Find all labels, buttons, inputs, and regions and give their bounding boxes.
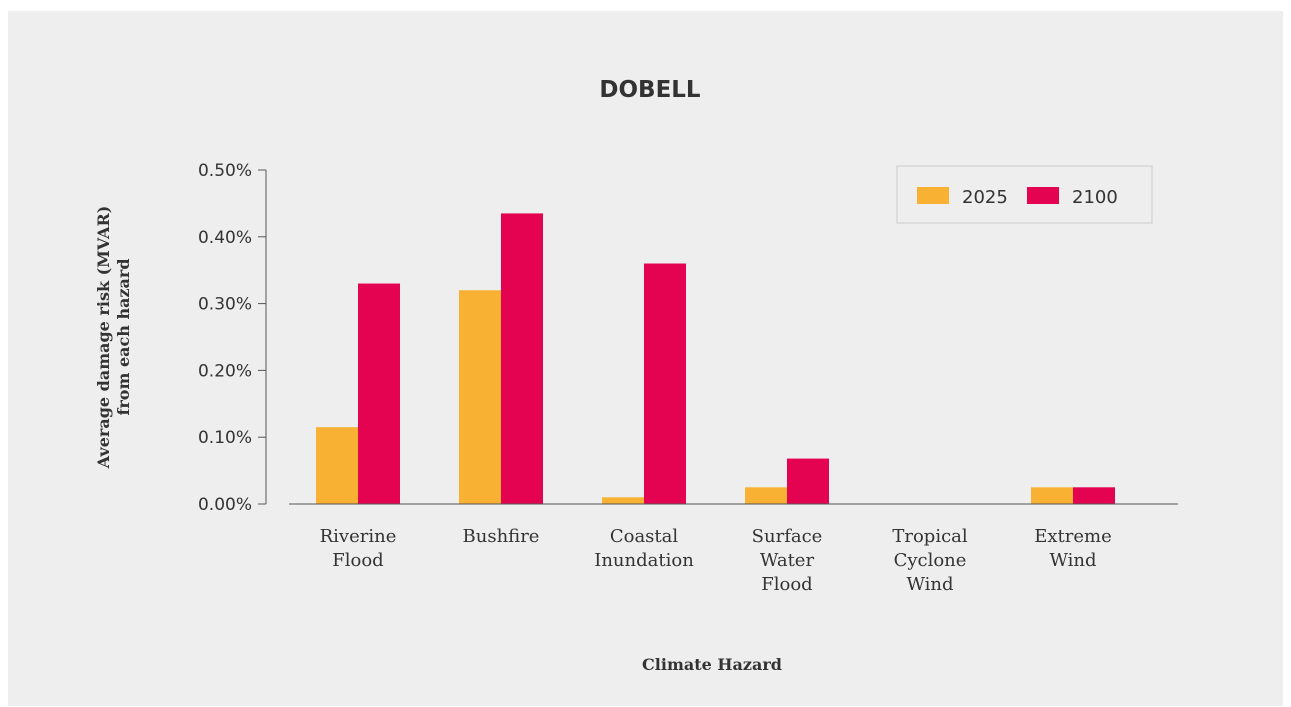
x-tick-label: Riverine Flood xyxy=(320,526,397,571)
x-tick-label: Tropical Cyclone Wind xyxy=(892,526,968,595)
bar-2100-0 xyxy=(358,283,400,504)
bar-2025-3 xyxy=(745,487,787,504)
x-tick-label: Coastal Inundation xyxy=(594,526,694,571)
y-axis-title-line: from each hazard xyxy=(114,258,133,415)
bar-2025-0 xyxy=(316,427,358,504)
y-tick-label: 0.50% xyxy=(198,161,252,181)
bar-2100-5 xyxy=(1073,487,1115,504)
chart-title: DOBELL xyxy=(599,77,701,103)
y-axis-title-line: Average damage risk (MVAR) xyxy=(94,206,113,470)
legend-label-2100: 2100 xyxy=(1072,187,1118,208)
x-axis-title: Climate Hazard xyxy=(642,655,782,674)
bar-chart: DOBELL Average damage risk (MVAR) from ea… xyxy=(94,77,1178,674)
y-tick-label: 0.30% xyxy=(198,295,252,315)
x-tick-label: Surface Water Flood xyxy=(752,526,823,595)
legend-swatch-2025 xyxy=(917,187,949,204)
y-tick-label: 0.00% xyxy=(198,495,252,515)
legend-swatch-2100 xyxy=(1027,187,1059,204)
x-tick-label: Extreme Wind xyxy=(1034,526,1112,571)
legend-label-2025: 2025 xyxy=(962,187,1008,208)
bar-2025-1 xyxy=(459,290,501,504)
bar-2100-3 xyxy=(787,458,829,504)
y-axis: 0.00% 0.10% 0.20% 0.30% 0.40% 0.50% xyxy=(198,161,266,515)
legend: 2025 2100 xyxy=(896,165,1153,224)
bars xyxy=(316,213,1115,505)
y-tick-label: 0.40% xyxy=(198,228,252,248)
y-tick-label: 0.20% xyxy=(198,361,252,381)
chart-panel: DOBELL Average damage risk (MVAR) from ea… xyxy=(8,11,1283,706)
bar-2025-5 xyxy=(1031,487,1073,504)
y-axis-title: Average damage risk (MVAR) from each haza… xyxy=(94,206,133,470)
bar-2025-2 xyxy=(602,497,644,504)
bar-2100-1 xyxy=(501,213,543,505)
bar-2100-2 xyxy=(644,263,686,504)
x-tick-label: Bushfire xyxy=(463,526,540,547)
x-axis-labels: Riverine Flood Bushfire Coastal Inundation Su… xyxy=(320,526,1112,595)
y-tick-label: 0.10% xyxy=(198,428,252,448)
